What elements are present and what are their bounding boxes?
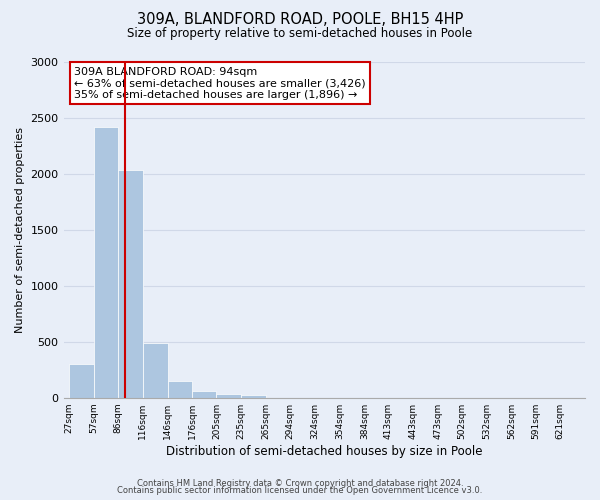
Text: 309A, BLANDFORD ROAD, POOLE, BH15 4HP: 309A, BLANDFORD ROAD, POOLE, BH15 4HP <box>137 12 463 28</box>
Text: 309A BLANDFORD ROAD: 94sqm
← 63% of semi-detached houses are smaller (3,426)
35%: 309A BLANDFORD ROAD: 94sqm ← 63% of semi… <box>74 66 365 100</box>
Bar <box>241 395 266 398</box>
Bar <box>118 170 143 398</box>
Bar <box>143 343 167 398</box>
X-axis label: Distribution of semi-detached houses by size in Poole: Distribution of semi-detached houses by … <box>166 444 482 458</box>
Text: Contains public sector information licensed under the Open Government Licence v3: Contains public sector information licen… <box>118 486 482 495</box>
Bar <box>167 381 193 398</box>
Y-axis label: Number of semi-detached properties: Number of semi-detached properties <box>15 126 25 332</box>
Text: Contains HM Land Registry data © Crown copyright and database right 2024.: Contains HM Land Registry data © Crown c… <box>137 478 463 488</box>
Bar <box>193 391 217 398</box>
Bar <box>70 364 94 398</box>
Text: Size of property relative to semi-detached houses in Poole: Size of property relative to semi-detach… <box>127 28 473 40</box>
Bar <box>217 394 241 398</box>
Bar <box>94 126 118 398</box>
